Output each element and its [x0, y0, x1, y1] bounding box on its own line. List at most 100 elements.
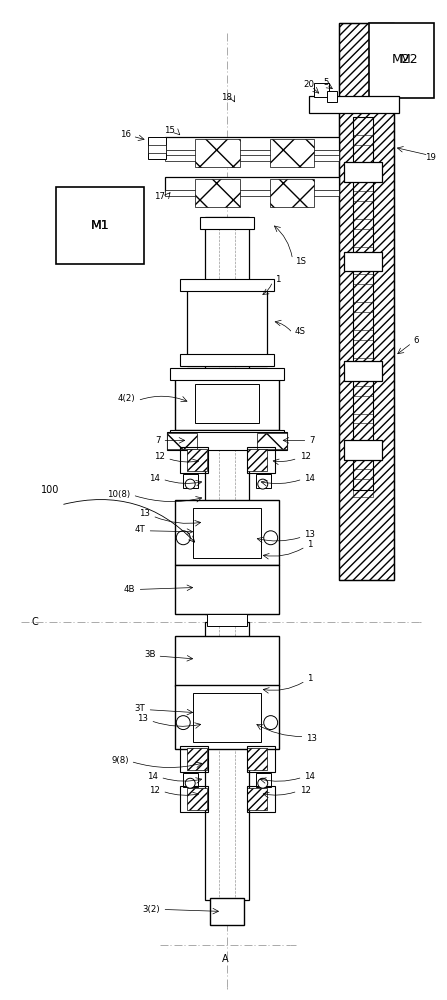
Bar: [148, 145, 166, 153]
Text: 100: 100: [41, 485, 59, 495]
Bar: [193, 508, 261, 558]
Text: M1: M1: [90, 219, 109, 232]
Text: 1: 1: [308, 540, 313, 549]
Bar: [339, 23, 394, 580]
Bar: [148, 137, 166, 159]
Text: 7: 7: [309, 436, 315, 445]
Bar: [353, 396, 373, 414]
Text: 20: 20: [304, 80, 314, 89]
Bar: [270, 179, 314, 207]
Bar: [175, 376, 278, 430]
Bar: [344, 440, 382, 460]
Bar: [256, 474, 271, 488]
Bar: [353, 368, 373, 386]
Text: 3T: 3T: [135, 704, 145, 713]
Text: 13: 13: [307, 734, 317, 743]
Bar: [344, 361, 382, 381]
Text: 14: 14: [304, 772, 316, 781]
Bar: [247, 746, 274, 772]
Bar: [309, 96, 399, 113]
Circle shape: [176, 531, 190, 545]
Bar: [187, 788, 207, 810]
Bar: [180, 279, 274, 291]
Bar: [247, 788, 267, 810]
Bar: [353, 451, 373, 469]
Bar: [187, 281, 267, 366]
Bar: [344, 162, 382, 182]
Bar: [247, 786, 274, 812]
Bar: [165, 150, 339, 156]
Bar: [193, 693, 261, 742]
Bar: [56, 187, 143, 264]
Text: 12: 12: [154, 452, 165, 461]
Bar: [180, 447, 208, 473]
Bar: [247, 449, 267, 471]
Text: 10(8): 10(8): [107, 490, 131, 499]
Circle shape: [258, 479, 268, 489]
Text: 13: 13: [138, 714, 148, 723]
Text: 7: 7: [155, 436, 160, 445]
Circle shape: [185, 479, 195, 489]
Bar: [353, 340, 373, 358]
Bar: [327, 91, 337, 102]
Bar: [183, 474, 198, 488]
Text: 3B: 3B: [144, 650, 156, 659]
Text: 12: 12: [299, 452, 311, 461]
Bar: [170, 368, 284, 380]
Circle shape: [264, 716, 278, 730]
Text: 14: 14: [149, 474, 160, 483]
Text: 1S: 1S: [295, 257, 306, 266]
Text: 3(2): 3(2): [143, 905, 160, 914]
Bar: [180, 746, 208, 772]
Bar: [353, 173, 373, 191]
Circle shape: [185, 778, 195, 788]
Bar: [195, 384, 259, 423]
Bar: [314, 83, 329, 97]
Text: 14: 14: [148, 772, 158, 781]
Bar: [170, 430, 284, 440]
Bar: [353, 284, 373, 302]
Circle shape: [264, 531, 278, 545]
Bar: [175, 685, 278, 749]
Bar: [167, 432, 287, 450]
Bar: [167, 433, 197, 449]
Text: M2: M2: [400, 53, 418, 66]
Bar: [175, 565, 278, 614]
Text: 4T: 4T: [135, 525, 145, 534]
Bar: [187, 748, 207, 770]
Text: 16: 16: [120, 130, 131, 139]
Circle shape: [258, 778, 268, 788]
Bar: [175, 500, 278, 565]
Bar: [165, 177, 339, 191]
Bar: [369, 23, 434, 98]
Text: M2: M2: [392, 53, 410, 66]
Text: 6: 6: [414, 336, 419, 345]
Bar: [187, 449, 207, 471]
Text: M1: M1: [90, 219, 109, 232]
Bar: [207, 614, 247, 626]
Text: 4(2): 4(2): [118, 394, 135, 403]
Bar: [353, 145, 373, 163]
Bar: [353, 117, 373, 490]
Text: 12: 12: [299, 786, 311, 795]
Text: 5: 5: [324, 78, 329, 87]
Bar: [353, 423, 373, 441]
Text: 17: 17: [154, 192, 165, 201]
Bar: [180, 354, 274, 366]
Text: C: C: [31, 617, 38, 627]
Text: 1: 1: [308, 674, 313, 683]
Text: A: A: [222, 954, 228, 964]
Bar: [183, 773, 198, 787]
Bar: [175, 636, 278, 686]
Bar: [344, 252, 382, 271]
Text: 19: 19: [425, 153, 436, 162]
Bar: [165, 190, 339, 196]
Bar: [205, 217, 249, 614]
Bar: [165, 137, 339, 151]
Bar: [257, 433, 287, 449]
Bar: [353, 201, 373, 219]
Text: 13: 13: [304, 530, 316, 539]
Bar: [353, 312, 373, 330]
Bar: [270, 139, 314, 167]
Text: 9(8): 9(8): [111, 756, 129, 765]
